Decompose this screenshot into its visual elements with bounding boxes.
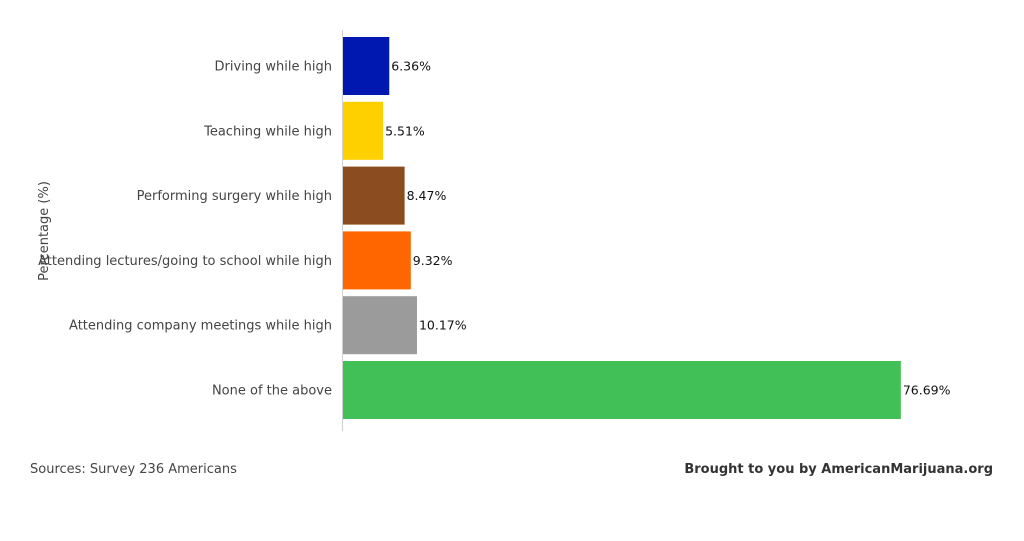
bar — [343, 166, 405, 225]
category-label: Attending lectures/going to school while… — [38, 254, 332, 269]
value-label: 5.51% — [385, 123, 425, 138]
value-label: 6.36% — [391, 59, 431, 74]
bar — [343, 231, 411, 290]
value-label: 8.47% — [407, 188, 447, 203]
category-label: Teaching while high — [203, 124, 332, 139]
category-label: Driving while high — [215, 60, 332, 75]
value-label: 76.69% — [903, 383, 951, 398]
bar — [343, 37, 390, 95]
bar — [343, 296, 417, 355]
bar — [343, 361, 901, 419]
value-label: 10.17% — [419, 318, 467, 333]
value-label: 9.32% — [413, 253, 453, 268]
category-label: Attending company meetings while high — [69, 319, 332, 334]
sources-note: Sources: Survey 236 Americans — [30, 462, 237, 477]
credit-note: Brought to you by AmericanMarijuana.org — [684, 462, 993, 477]
y-axis-title: Percentage (%) — [37, 181, 52, 281]
category-label: Performing surgery while high — [137, 189, 332, 204]
bar — [343, 101, 384, 160]
category-label: None of the above — [212, 384, 332, 399]
bars-layer: Driving while high 6.36% Teaching while hi… — [38, 37, 951, 419]
